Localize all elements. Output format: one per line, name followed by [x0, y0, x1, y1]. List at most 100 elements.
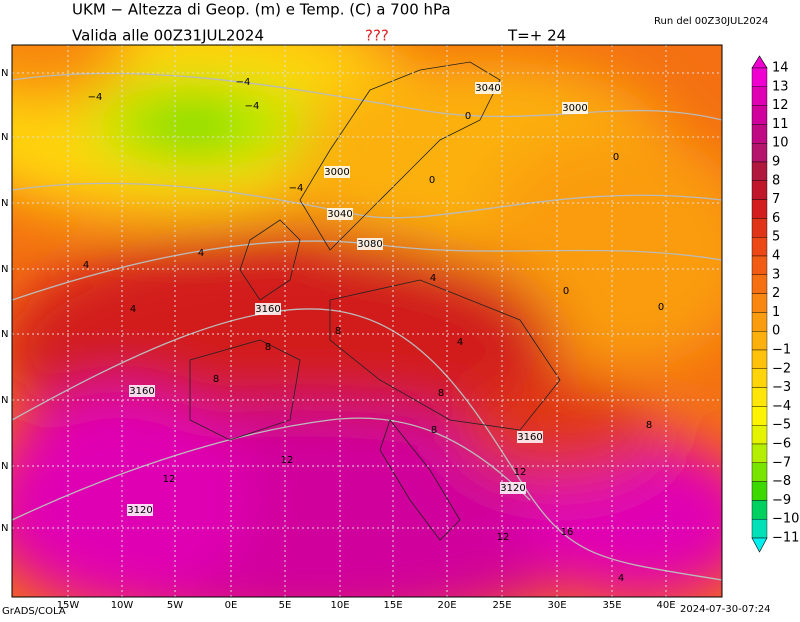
colorbar-label: −8 — [772, 474, 791, 489]
colorbar-swatch — [751, 387, 768, 407]
contour-label-box — [475, 82, 501, 94]
contour-label: 4 — [457, 337, 463, 348]
contour-label: 3040 — [327, 209, 352, 220]
colorbar-swatch — [751, 443, 768, 463]
colorbar-label: 5 — [772, 230, 780, 245]
colorbar-label: −3 — [772, 380, 791, 395]
contour-label: 8 — [431, 425, 437, 436]
colorbar-label: −4 — [772, 399, 791, 414]
valid-time: Valida alle 00Z31JUL2024 — [72, 27, 264, 45]
colorbar-swatch — [751, 105, 768, 125]
contour-label: 8 — [646, 420, 652, 431]
timestamp: 2024-07-30-07:24 — [680, 604, 771, 615]
colorbar-swatch — [751, 86, 768, 106]
colorbar-label: 2 — [772, 286, 780, 301]
credit: GrADS/COLA — [2, 606, 66, 617]
latitude-label: N — [1, 198, 8, 209]
colorbar-label: 6 — [772, 211, 780, 226]
contour-label: 8 — [213, 374, 219, 385]
colorbar-label: −7 — [772, 455, 791, 470]
colorbar-swatch — [751, 67, 768, 87]
latitude-label: N — [1, 395, 8, 406]
contour-label: 3160 — [255, 304, 280, 315]
colorbar-swatch — [751, 425, 768, 445]
contour-label-box — [327, 208, 353, 220]
colorbar-swatch — [751, 180, 768, 200]
contour-label: 12 — [163, 474, 176, 485]
contour-label-box — [562, 102, 588, 114]
colorbar-swatch — [751, 462, 768, 482]
colorbar-label: 10 — [772, 136, 789, 151]
map-frame — [11, 44, 723, 598]
latitude-label: N — [1, 132, 8, 143]
contour-label-box — [324, 166, 350, 178]
colorbar-swatch — [751, 161, 768, 181]
contour-label: 3160 — [517, 432, 542, 443]
colorbar-swatch — [751, 293, 768, 313]
contour-label: 0 — [429, 175, 435, 186]
contour-label-box — [255, 303, 281, 315]
contour-label-box — [357, 238, 383, 250]
contour-label: 4 — [618, 573, 624, 584]
latitude-label: N — [1, 329, 8, 340]
colorbar-label: −6 — [772, 437, 791, 452]
contour-label: 4 — [430, 273, 436, 284]
run-time: Run del 00Z30JUL2024 — [654, 16, 768, 27]
longitude-label: 20E — [437, 600, 456, 611]
longitude-label: 40E — [656, 600, 675, 611]
longitude-label: 15E — [383, 600, 402, 611]
contour-label: 12 — [497, 532, 510, 543]
contour-label: 3040 — [475, 83, 500, 94]
map-field — [12, 45, 722, 597]
longitude-label: 0E — [225, 600, 238, 611]
latitude-label: N — [1, 461, 8, 472]
contour-label: 12 — [281, 455, 294, 466]
forecast-step: T=+ 24 — [507, 27, 566, 45]
colorbar-swatch — [751, 218, 768, 238]
colorbar-cap — [751, 537, 768, 553]
colorbar-swatch — [751, 312, 768, 332]
contour-label-box — [129, 385, 155, 397]
colorbar-label: −10 — [772, 512, 799, 527]
colorbar-swatch — [751, 500, 768, 520]
colorbar-cap — [751, 55, 768, 69]
colorbar-label: 7 — [772, 192, 780, 207]
contour-label: 8 — [438, 388, 444, 399]
contour-label: −4 — [236, 77, 251, 88]
contour-label: 16 — [561, 527, 574, 538]
colorbar-swatch — [751, 519, 768, 539]
contour-label: 8 — [265, 342, 271, 353]
colorbar-swatch — [751, 236, 768, 257]
longitude-label: 10W — [111, 600, 134, 611]
contour-label: 8 — [335, 326, 341, 337]
contour-label-box — [500, 482, 526, 494]
latitude-label: N — [1, 68, 8, 79]
contour-label: 4 — [198, 248, 204, 259]
contour-label: 0 — [613, 152, 619, 163]
longitude-label: 15W — [57, 600, 80, 611]
contour-label: 3160 — [129, 386, 154, 397]
contour-label-box — [517, 431, 543, 443]
contour-label: 3120 — [500, 483, 525, 494]
colorbar-label: −9 — [772, 493, 791, 508]
latitude-label: N — [1, 264, 8, 275]
colorbar-swatch — [751, 255, 768, 275]
colorbar-label: 9 — [772, 155, 780, 170]
colorbar-label: 8 — [772, 173, 780, 188]
contour-label-box — [127, 504, 153, 516]
longitude-label: 25E — [492, 600, 511, 611]
contour-label: 4 — [83, 260, 89, 271]
contour-label: 0 — [563, 286, 569, 297]
colorbar-swatch — [751, 406, 768, 426]
colorbar-swatch — [751, 349, 768, 369]
contour-label: 0 — [658, 302, 664, 313]
colorbar-label: −5 — [772, 418, 791, 433]
longitude-label: 35E — [602, 600, 621, 611]
colorbar-swatch — [751, 481, 768, 501]
contour-label: 3120 — [127, 505, 152, 516]
graticule — [12, 45, 722, 597]
colorbar-swatch — [751, 368, 768, 388]
contour-label: 4 — [130, 304, 136, 315]
colorbar-label: −11 — [772, 531, 799, 546]
